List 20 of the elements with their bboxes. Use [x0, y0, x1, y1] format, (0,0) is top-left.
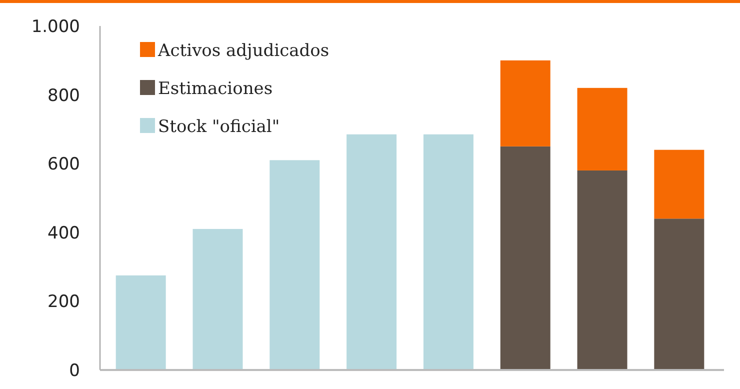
bar: [116, 275, 166, 370]
bar: [654, 150, 704, 219]
bar: [654, 218, 704, 370]
y-tick-label: 0: [69, 360, 80, 381]
legend-label: Activos adjudicados: [157, 40, 330, 61]
y-tick-label: 400: [48, 223, 80, 244]
bar: [192, 228, 243, 370]
y-tick-label: 1.000: [31, 16, 80, 37]
y-tick-label: 200: [48, 292, 80, 312]
y-tick-label: 600: [48, 154, 80, 175]
bar: [577, 170, 628, 370]
bar: [577, 88, 628, 170]
bar: [346, 134, 397, 370]
bar: [423, 134, 474, 370]
bar: [500, 146, 550, 370]
legend-label: Estimaciones: [158, 78, 273, 99]
bar: [500, 60, 550, 146]
bar: [270, 160, 320, 370]
y-tick-label: 800: [48, 86, 80, 106]
legend-label: Stock "oficial": [158, 116, 280, 137]
